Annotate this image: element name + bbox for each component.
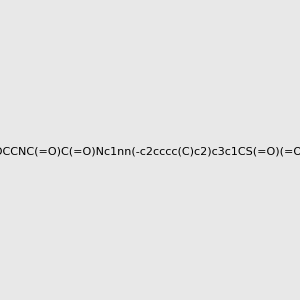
Text: COCCNC(=O)C(=O)Nc1nn(-c2cccc(C)c2)c3c1CS(=O)(=O)C3: COCCNC(=O)C(=O)Nc1nn(-c2cccc(C)c2)c3c1CS… [0, 146, 300, 157]
